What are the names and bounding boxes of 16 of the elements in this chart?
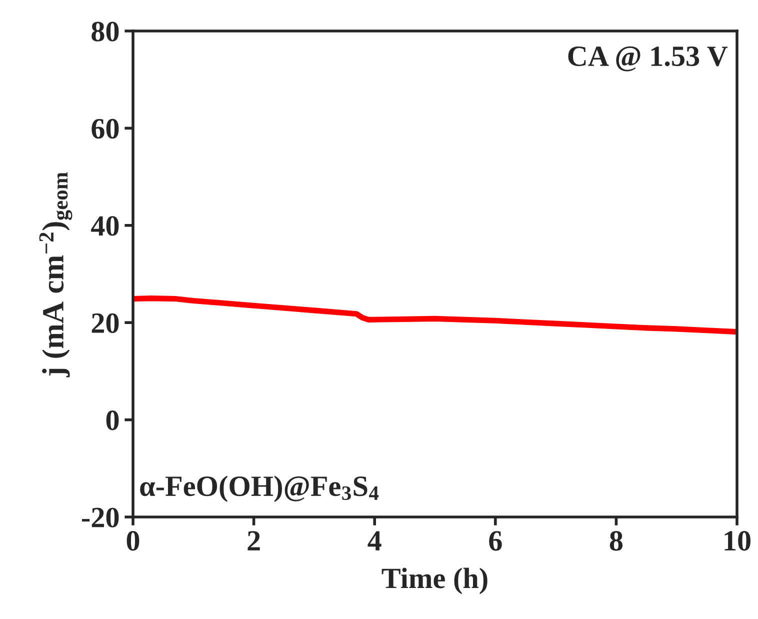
x-tick-label: 10 bbox=[724, 531, 750, 551]
x-tick-label: 8 bbox=[610, 531, 623, 551]
annotation: CA @ 1.53 V bbox=[568, 46, 728, 72]
y-tick-label: 80 bbox=[92, 22, 119, 42]
annotation: α-FeO(OH)@Fe$_{3}$S$_{4}$ bbox=[140, 476, 379, 502]
y-tick-label: 60 bbox=[92, 118, 119, 139]
x-tick-label: 0 bbox=[126, 531, 140, 551]
y-tick-label: 20 bbox=[92, 313, 119, 334]
x-tick-label: 6 bbox=[489, 531, 502, 551]
x-tick-label: 2 bbox=[248, 531, 260, 550]
y-tick-label: -20 bbox=[82, 508, 119, 528]
x-axis-title: Time (h) bbox=[382, 568, 488, 594]
y-axis-title: j (mA cm$^{−2}$)$_{geom}$ bbox=[39, 172, 72, 378]
y-tick-label: 40 bbox=[91, 216, 119, 236]
y-tick-label: 0 bbox=[106, 410, 119, 430]
x-tick-label: 4 bbox=[368, 531, 382, 550]
